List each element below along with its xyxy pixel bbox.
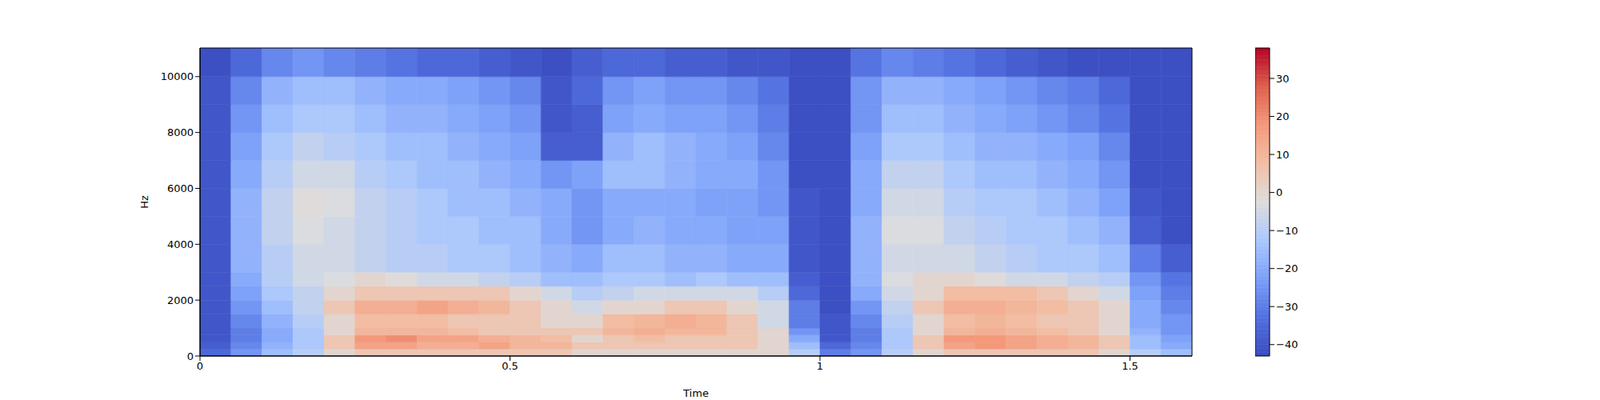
svg-text:4000: 4000 (167, 238, 194, 251)
svg-text:−40: −40 (1276, 338, 1298, 351)
svg-text:20: 20 (1276, 110, 1290, 123)
svg-text:2000: 2000 (167, 294, 194, 307)
svg-text:6000: 6000 (167, 182, 194, 195)
svg-text:−30: −30 (1276, 300, 1298, 313)
svg-text:1: 1 (816, 360, 824, 372)
svg-text:10000: 10000 (160, 70, 194, 83)
svg-text:0: 0 (187, 350, 194, 363)
svg-text:0: 0 (1276, 186, 1283, 199)
svg-text:8000: 8000 (167, 126, 194, 139)
svg-text:0.5: 0.5 (501, 360, 519, 372)
svg-text:−10: −10 (1276, 224, 1298, 237)
svg-text:Time: Time (682, 387, 709, 400)
svg-text:Hz: Hz (138, 195, 151, 209)
svg-text:1.5: 1.5 (1121, 360, 1139, 372)
svg-text:−20: −20 (1276, 262, 1298, 275)
svg-text:0: 0 (196, 360, 204, 372)
svg-text:10: 10 (1276, 148, 1290, 161)
svg-text:30: 30 (1276, 72, 1290, 85)
